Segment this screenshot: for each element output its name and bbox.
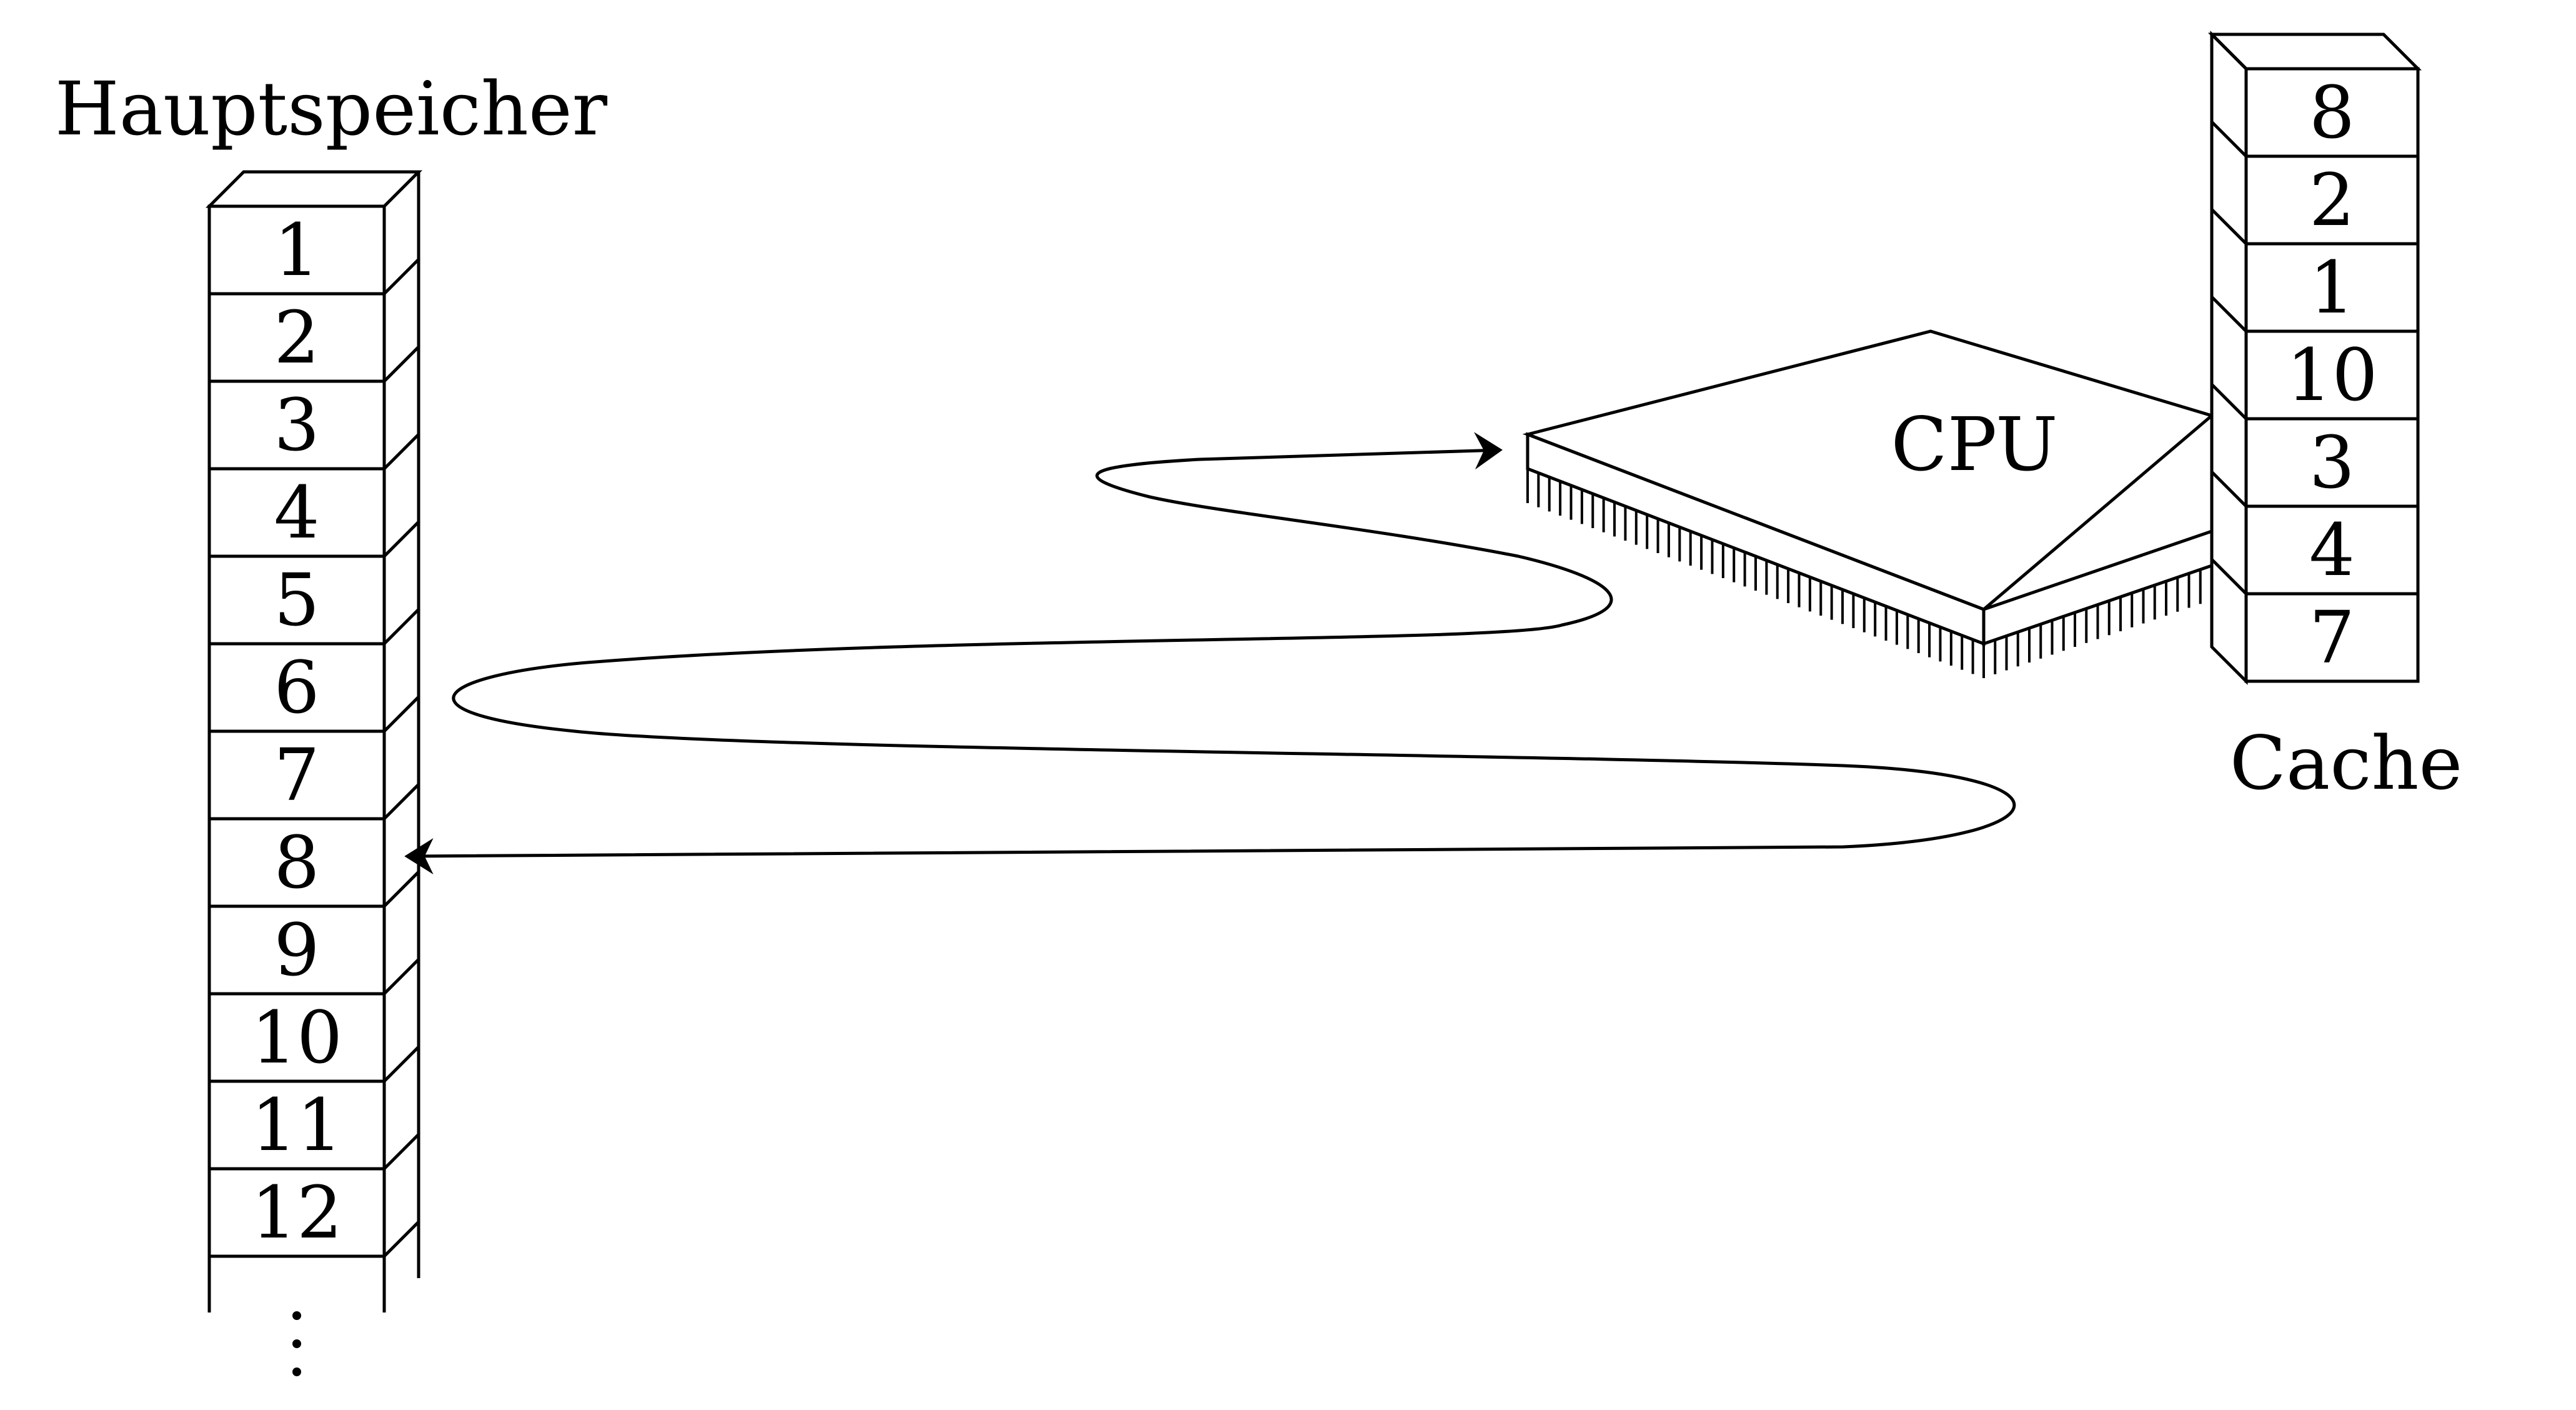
main-memory-cell-edge xyxy=(383,783,420,820)
main-memory-top-face xyxy=(205,170,423,208)
main-memory-cell-edge xyxy=(383,521,420,558)
main-memory-cell-label: 11 xyxy=(251,1084,342,1168)
main-memory-cell-label: 5 xyxy=(274,559,319,642)
cache-cell-label: 4 xyxy=(2309,509,2355,592)
cache-side-face xyxy=(2210,30,2248,686)
cache-cell-edge xyxy=(2210,121,2247,158)
main-memory-cell-edge xyxy=(383,608,420,645)
main-memory-cell-label: 10 xyxy=(251,996,342,1080)
main-memory-cell-label: 12 xyxy=(251,1171,342,1255)
main-memory-cell xyxy=(207,1167,386,1258)
main-memory-label: Hauptspeicher xyxy=(55,66,608,152)
main-memory-cell-edge xyxy=(383,258,420,295)
main-memory-cell-label: 9 xyxy=(274,909,319,992)
cache-cell-label: 1 xyxy=(2309,246,2355,330)
main-memory-cell-label: 8 xyxy=(274,821,319,905)
cache-cell xyxy=(2244,592,2420,683)
main-memory-cell-edge xyxy=(383,433,420,470)
cache-cell-label: 10 xyxy=(2286,334,2377,418)
cache-cell-label: 3 xyxy=(2309,421,2355,505)
main-memory-cell-edge xyxy=(383,1221,420,1258)
cpu-chip: CPU xyxy=(1522,329,2215,678)
cache-cell xyxy=(2244,417,2420,508)
main-memory-cell-label: 6 xyxy=(274,646,319,730)
cache-cell-edge xyxy=(2210,471,2247,508)
main-memory-cell-edge xyxy=(383,1133,420,1170)
main-memory-cell-edge xyxy=(383,1046,420,1082)
cache-cell-label: 2 xyxy=(2309,159,2355,242)
main-memory-cell-label: 1 xyxy=(274,209,319,292)
cache-cell-edge xyxy=(2210,383,2247,420)
cache-cell-edge xyxy=(2210,208,2247,245)
main-memory-cell-label: 4 xyxy=(274,471,319,555)
cache-cell xyxy=(2244,242,2420,333)
main-memory-cell-edge xyxy=(383,346,420,382)
arrowhead-to-memory xyxy=(404,838,434,875)
cache-cell-label: 8 xyxy=(2309,71,2355,155)
access-path-arrow xyxy=(409,432,2016,858)
main-memory-cell-edge xyxy=(383,871,420,908)
cache-cell xyxy=(2244,329,2420,421)
main-memory-cell-label: 3 xyxy=(274,384,319,468)
main-memory-cell-edge xyxy=(383,696,420,732)
main-memory-cell-label: 7 xyxy=(274,734,319,818)
cache-cell-edge xyxy=(2210,33,2247,70)
main-memory-cell-edge xyxy=(383,958,420,995)
cache-cell-edge xyxy=(2210,296,2247,332)
cpu-pins xyxy=(1526,469,2213,678)
cache-cell-label: 7 xyxy=(2309,596,2355,680)
cache-cell-edge xyxy=(2210,558,2247,595)
main-memory-cell-label: 2 xyxy=(274,296,319,380)
cache-label: Cache xyxy=(2230,720,2463,806)
main-memory-continuation xyxy=(292,1311,301,1376)
cpu-label: CPU xyxy=(1891,401,2057,488)
